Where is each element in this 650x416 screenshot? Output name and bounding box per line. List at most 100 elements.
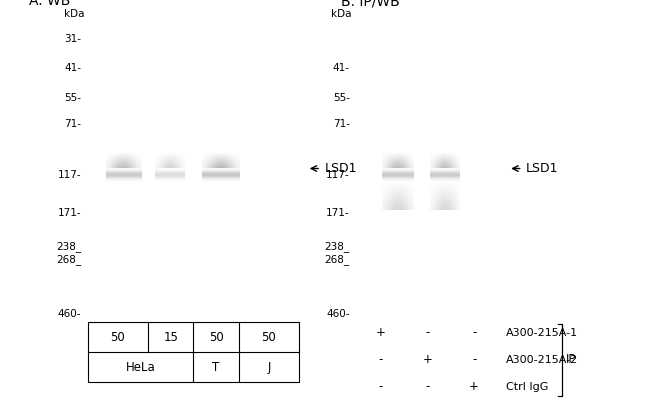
Bar [221,158,222,159]
Bar [138,153,139,154]
Bar [382,168,414,169]
Bar [239,162,240,163]
Bar [211,167,212,168]
Bar [222,153,223,154]
Bar [124,154,125,155]
Bar [202,162,203,163]
Bar [114,161,115,162]
Bar [220,154,221,155]
Bar [212,156,213,157]
Bar [140,168,141,181]
Bar [114,166,115,167]
Bar [125,168,126,181]
Bar [118,154,119,155]
Bar [225,165,226,166]
Bar [110,154,111,155]
Bar [430,171,460,172]
Bar [224,163,225,164]
Bar [125,158,126,159]
Bar [141,156,142,157]
Bar [203,154,204,155]
Bar [137,162,138,163]
Bar [234,158,235,159]
Bar [229,166,231,167]
Bar [118,161,119,162]
Bar [225,162,226,163]
Bar [213,159,214,160]
Bar [430,177,460,178]
Bar [122,166,123,167]
Bar [135,154,136,155]
Bar [138,168,139,181]
Bar [211,168,212,181]
Bar [136,158,137,159]
Bar [212,157,213,158]
Bar [225,163,226,164]
Bar [115,155,116,156]
Bar [106,168,142,169]
Bar [128,164,129,165]
Bar [203,168,204,181]
Bar [111,168,112,181]
Bar [137,155,138,156]
Bar [107,162,108,163]
Bar [135,161,136,162]
Bar [210,154,211,155]
Bar [223,160,224,161]
Bar [382,171,414,172]
Bar [134,163,135,164]
Bar [141,164,142,165]
Text: 171-: 171- [58,208,81,218]
Bar [117,168,118,181]
Bar [207,166,208,167]
Bar [107,163,108,164]
Bar [135,157,136,158]
Bar [234,155,235,156]
Bar [129,159,130,160]
Bar [235,168,236,181]
Bar [116,162,117,163]
Bar [129,152,130,153]
Text: J: J [267,361,270,374]
Bar [131,153,132,154]
Bar [235,153,236,154]
Bar [213,168,214,181]
Bar [227,153,228,154]
Bar [139,163,140,164]
Bar [221,154,222,155]
Bar [219,154,220,155]
Bar [118,155,119,156]
Bar [137,166,138,167]
Bar [134,155,135,156]
Bar [107,167,108,168]
Bar [115,162,116,163]
Bar [202,177,240,178]
Bar [206,166,207,167]
Bar [224,158,225,159]
Bar [208,157,209,158]
Bar [235,156,236,157]
Bar [239,168,240,181]
Bar [203,153,204,154]
Bar [133,162,134,163]
Bar [114,166,115,167]
Bar [115,153,116,154]
Bar [218,164,219,165]
Bar [229,162,230,163]
Bar [140,166,141,167]
Bar [237,166,238,167]
Bar [141,168,142,181]
Bar [115,154,116,155]
Bar [209,164,210,165]
Bar [134,156,135,157]
Bar [127,168,128,181]
Bar [235,166,236,167]
Bar [203,163,204,164]
Bar [227,162,229,163]
Bar [138,167,139,168]
Bar [130,153,131,154]
Bar [107,165,108,166]
Bar [225,152,226,153]
Bar [131,163,132,164]
Bar [430,178,460,179]
